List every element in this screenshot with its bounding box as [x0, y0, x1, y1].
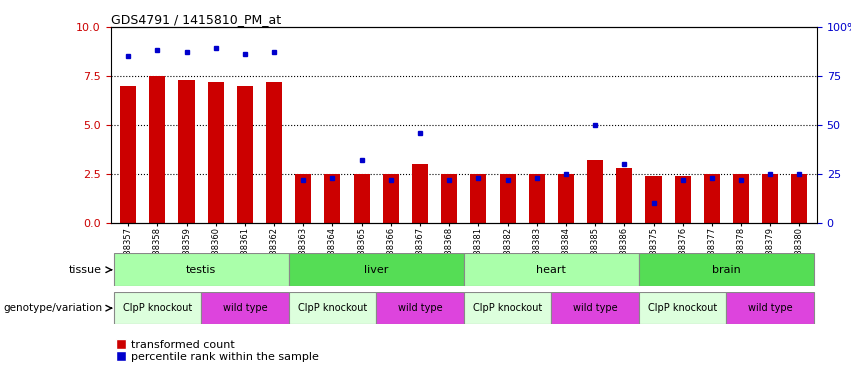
Bar	[149, 76, 165, 223]
Bar	[639, 292, 727, 324]
Bar	[675, 176, 691, 223]
Bar	[179, 80, 195, 223]
Text: wild type: wild type	[223, 303, 267, 313]
Text: ClpP knockout: ClpP knockout	[473, 303, 542, 313]
Bar	[528, 174, 545, 223]
Text: wild type: wild type	[573, 303, 618, 313]
Text: tissue: tissue	[69, 265, 102, 275]
Bar	[727, 292, 814, 324]
Bar	[791, 174, 808, 223]
Text: ClpP knockout: ClpP knockout	[648, 303, 717, 313]
Bar	[587, 160, 603, 223]
Text: heart: heart	[536, 265, 566, 275]
Bar	[208, 82, 224, 223]
Bar	[558, 174, 574, 223]
Bar	[471, 174, 487, 223]
Text: ClpP knockout: ClpP knockout	[123, 303, 192, 313]
Bar	[639, 253, 814, 286]
Text: GDS4791 / 1415810_PM_at: GDS4791 / 1415810_PM_at	[111, 13, 281, 26]
Bar	[288, 292, 376, 324]
Bar	[616, 168, 632, 223]
Bar	[500, 174, 516, 223]
Legend: transformed count, percentile rank within the sample: transformed count, percentile rank withi…	[117, 339, 318, 362]
Text: brain: brain	[712, 265, 741, 275]
Bar	[295, 174, 311, 223]
Text: testis: testis	[186, 265, 216, 275]
Bar	[113, 292, 201, 324]
Bar	[762, 174, 779, 223]
Text: ClpP knockout: ClpP knockout	[298, 303, 367, 313]
Bar	[441, 174, 457, 223]
Bar	[324, 174, 340, 223]
Bar	[288, 253, 464, 286]
Bar	[201, 292, 288, 324]
Bar	[733, 174, 749, 223]
Bar	[464, 292, 551, 324]
Bar	[646, 176, 661, 223]
Text: genotype/variation: genotype/variation	[3, 303, 102, 313]
Bar	[354, 174, 369, 223]
Text: wild type: wild type	[748, 303, 792, 313]
Bar	[266, 82, 282, 223]
Text: wild type: wild type	[397, 303, 443, 313]
Bar	[383, 174, 399, 223]
Bar	[464, 253, 639, 286]
Bar	[113, 253, 288, 286]
Bar	[237, 86, 253, 223]
Bar	[412, 164, 428, 223]
Bar	[376, 292, 464, 324]
Bar	[120, 86, 136, 223]
Bar	[704, 174, 720, 223]
Text: liver: liver	[364, 265, 388, 275]
Bar	[551, 292, 639, 324]
